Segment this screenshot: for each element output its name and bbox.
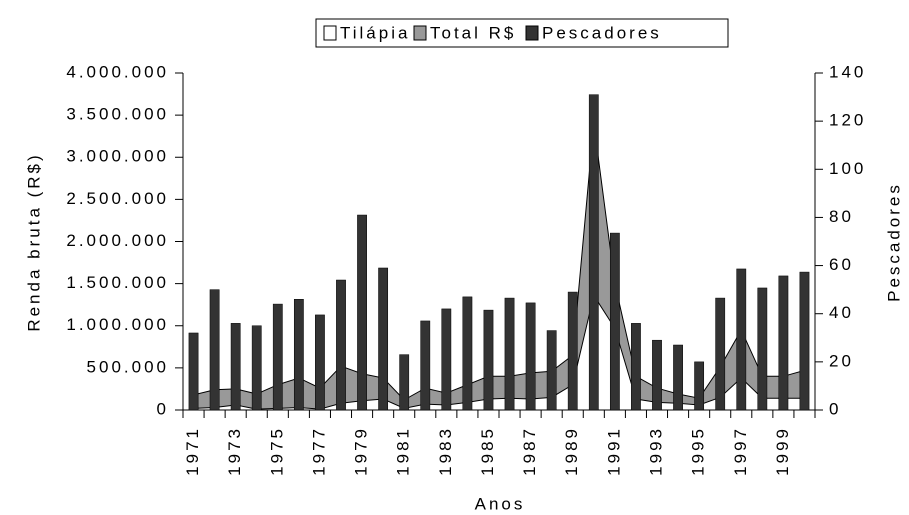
x-tick-label: 1973 [225,426,244,476]
bar [567,291,578,411]
legend-label: Pescadores [542,23,662,42]
y2-tick-label: 100 [829,159,866,178]
y2-tick-label: 140 [829,62,866,81]
x-tick-label: 1993 [646,426,665,476]
bar [609,232,620,411]
bar [799,271,810,411]
bar [272,303,283,411]
legend-label: Total R$ [430,23,516,42]
x-tick-label: 1981 [394,426,413,476]
y2-tick-label: 0 [829,399,841,418]
bar [441,308,452,411]
y2-tick-label: 40 [829,303,854,322]
bar [188,332,199,411]
bar [652,339,662,411]
bar [357,214,367,411]
y2-tick-label: 20 [829,351,854,370]
x-tick-label: 1991 [604,426,623,476]
y-tick-label: 500.000 [87,357,169,376]
x-tick-label: 1975 [267,426,286,476]
bar [378,267,389,411]
bar [315,314,325,411]
bar [230,323,241,411]
x-tick-label: 1987 [520,426,539,476]
y2-tick-label: 60 [829,255,854,274]
bar [462,296,473,411]
y2-tick-label: 80 [829,207,854,226]
bar [293,299,304,411]
y-tick-label: 0 [157,399,169,418]
bar [673,344,683,411]
bar [631,323,641,411]
y-tick-label: 1.000.000 [66,315,169,334]
bar [525,302,536,411]
x-axis-label: Anos [475,494,526,513]
x-tick-label: 1983 [436,426,455,476]
bar [336,279,346,411]
x-tick-label: 1971 [183,426,202,476]
bar [588,94,599,411]
legend-swatch [323,25,337,41]
y-tick-label: 3.500.000 [66,105,169,124]
x-tick-label: 1989 [562,426,581,476]
bar [251,325,262,411]
y2-tick-label: 120 [829,111,866,130]
y-tick-label: 2.000.000 [66,231,169,250]
x-tick-label: 1977 [309,426,328,476]
bar [736,268,747,411]
legend-box [315,18,729,48]
bar [715,297,726,411]
bar [778,275,789,411]
x-tick-label: 1995 [689,426,708,476]
y-tick-label: 3.000.000 [66,147,169,166]
legend-swatch [525,25,539,41]
legend-label: Tilápia [340,23,410,42]
bar [420,320,431,411]
bar [757,287,768,411]
y-tick-label: 4.000.000 [66,62,169,81]
bar [546,330,557,411]
legend-swatch [413,25,427,41]
x-tick-label: 1997 [731,426,750,476]
x-tick-label: 1985 [478,426,497,476]
x-tick-label: 1999 [773,426,792,476]
y2-axis-label: Pescadores [884,182,903,302]
bar [694,361,705,411]
bar [504,297,515,411]
y-axis-label: Renda bruta (R$) [24,152,43,331]
bar [483,309,494,411]
bar [209,289,220,411]
x-tick-label: 1979 [352,426,371,476]
y-tick-label: 2.500.000 [66,189,169,208]
bar [399,354,410,411]
y-tick-label: 1.500.000 [66,273,169,292]
area [193,123,805,411]
